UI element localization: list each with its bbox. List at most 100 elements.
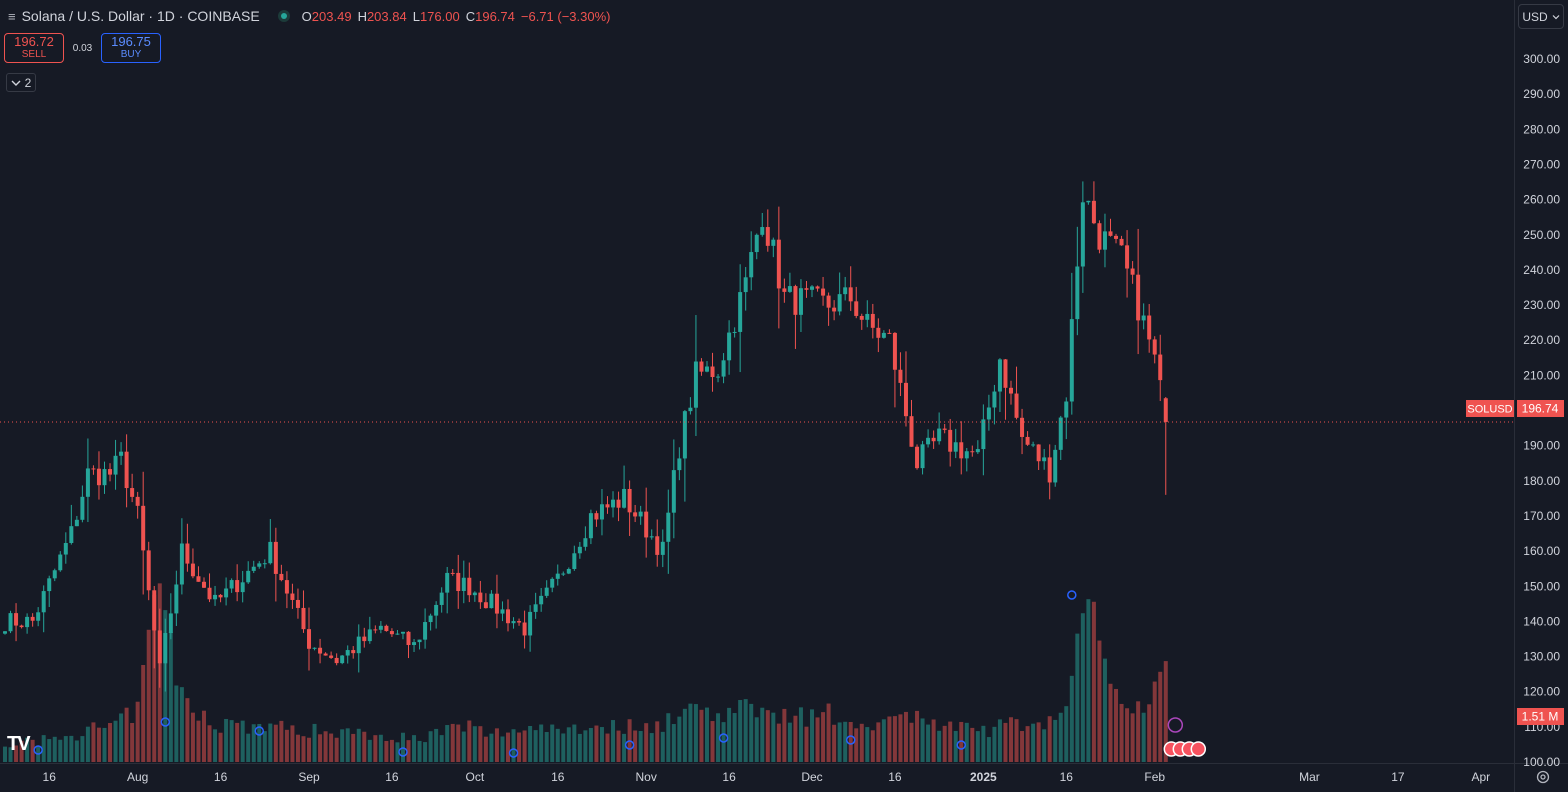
candle-body — [58, 554, 63, 571]
volume-bar — [1025, 726, 1030, 762]
volume-bar — [776, 723, 781, 762]
flag-icon[interactable] — [1190, 741, 1207, 757]
time-tick-label: Nov — [636, 770, 657, 784]
candle-body — [251, 566, 256, 571]
candle-body — [295, 599, 300, 608]
volume-bar — [246, 733, 251, 762]
volume-bar — [892, 716, 897, 762]
time-axis[interactable]: 16 Aug 16 Sep 16 Oct 16 Nov 16 Dec 16 2025 16 Feb Mar 1… — [43, 770, 1491, 784]
candle-body — [798, 288, 803, 315]
volume-bar — [749, 703, 754, 762]
candle-body — [1080, 202, 1085, 267]
volume-bar — [920, 718, 925, 762]
candle-body — [688, 407, 693, 412]
volume-bar — [295, 734, 300, 762]
candle-body — [743, 277, 748, 293]
volume-bar — [633, 730, 638, 762]
volume-bar — [168, 631, 173, 762]
candle-body — [975, 449, 980, 453]
candle-body — [1147, 315, 1152, 340]
candle-body — [511, 621, 516, 624]
candle-body — [201, 581, 206, 588]
candle-body — [787, 286, 792, 292]
volume-bar — [611, 720, 616, 762]
candle-body — [727, 332, 732, 361]
buy-button[interactable]: 196.75 BUY — [101, 33, 161, 63]
price-tick-label: 220.00 — [1523, 333, 1560, 347]
candle-body — [318, 647, 323, 654]
candle-body — [185, 543, 190, 564]
candle-body — [273, 541, 278, 574]
candle-body — [1031, 444, 1036, 446]
candle-body — [876, 327, 881, 338]
event-dot-icon[interactable] — [956, 740, 967, 750]
tradingview-logo-icon[interactable]: TV — [7, 733, 31, 755]
candle-body — [450, 572, 455, 574]
candle-body — [572, 553, 577, 570]
candle-body — [583, 538, 588, 547]
event-dot-icon[interactable] — [160, 717, 171, 727]
time-tick-label: Apr — [1471, 770, 1490, 784]
candle-body — [351, 650, 356, 654]
candle-body — [434, 604, 439, 616]
candle-body — [356, 636, 361, 654]
candle-body — [423, 622, 428, 640]
volume-bar — [937, 730, 942, 762]
candle-body — [1064, 401, 1069, 418]
candle-body — [417, 639, 422, 643]
volume-bar — [445, 725, 450, 762]
candle-body — [517, 621, 522, 623]
volume-bar — [644, 723, 649, 762]
indicators-toggle-button[interactable]: 2 — [6, 73, 36, 92]
candle-body — [1025, 436, 1030, 445]
volume-bar — [522, 730, 527, 762]
volume-bar — [284, 729, 289, 762]
candle-body — [854, 301, 859, 316]
event-dot-icon[interactable] — [624, 740, 635, 750]
event-dot-icon[interactable] — [33, 745, 43, 755]
event-dot-icon[interactable] — [1067, 590, 1077, 600]
candle-body — [168, 613, 173, 634]
volume-bar — [699, 709, 704, 762]
candle-body — [1130, 268, 1135, 275]
settings-gear-icon[interactable] — [1532, 766, 1554, 788]
volume-bar — [412, 735, 417, 762]
candle-body — [334, 657, 339, 664]
candle-body — [1042, 457, 1047, 462]
candle-body — [190, 563, 195, 577]
volume-bar — [1042, 729, 1047, 762]
symbol-title[interactable]: Solana / U.S. Dollar · 1D · COINBASE — [21, 8, 260, 24]
volume-bar — [1047, 716, 1052, 762]
event-dot-icon[interactable] — [254, 726, 265, 736]
menu-icon[interactable]: ≡ — [8, 8, 16, 24]
event-dot-icon[interactable] — [508, 748, 519, 758]
volume-bar — [898, 714, 903, 762]
volume-bar — [539, 724, 544, 762]
volume-bar — [340, 729, 345, 762]
volume-bar — [146, 629, 151, 762]
sell-button[interactable]: 196.72 SELL — [4, 33, 64, 63]
event-dot-icon[interactable] — [398, 747, 408, 757]
volume-bar — [577, 733, 582, 762]
candle-body — [1163, 398, 1168, 422]
volume-bar — [373, 735, 378, 762]
volume-bar — [594, 725, 599, 762]
currency-select[interactable]: USD — [1518, 4, 1564, 29]
volume-bar — [843, 721, 848, 762]
candle-body — [207, 587, 212, 600]
candle-body — [69, 526, 74, 543]
volume-bar — [693, 704, 698, 762]
time-tick-label: Sep — [298, 770, 320, 784]
price-tick-label: 300.00 — [1523, 52, 1560, 66]
volume-bar — [887, 716, 892, 762]
volume-bar — [782, 708, 787, 762]
event-dot-icon[interactable] — [1167, 717, 1184, 733]
volume-bar — [312, 723, 317, 762]
event-dot-icon[interactable] — [845, 735, 856, 745]
volume-bar — [876, 722, 881, 762]
volume-bar — [1136, 701, 1141, 762]
volume-bar — [931, 719, 936, 762]
event-dot-icon[interactable] — [718, 733, 729, 743]
candle-body — [19, 625, 24, 628]
